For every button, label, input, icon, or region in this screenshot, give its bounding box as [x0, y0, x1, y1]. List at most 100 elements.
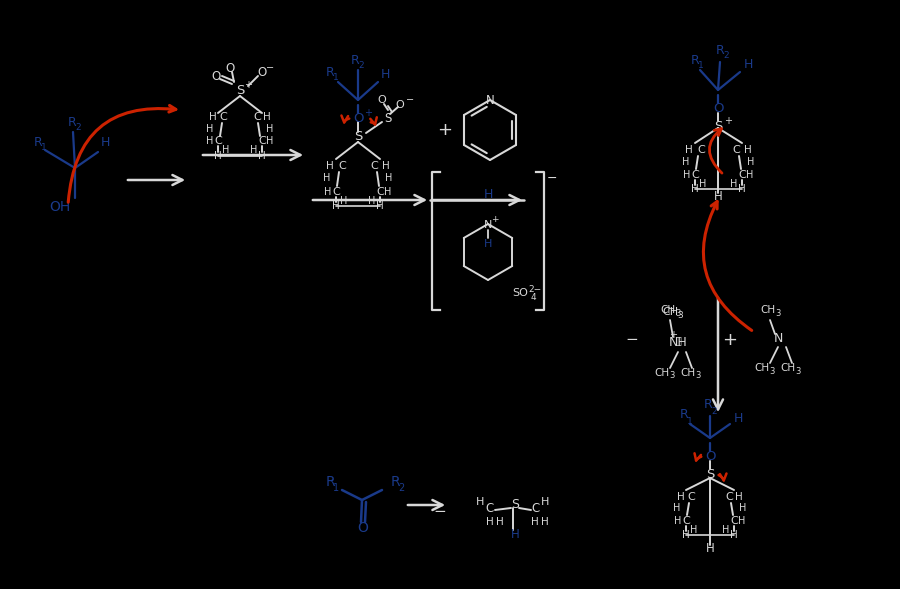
Text: H: H [324, 187, 332, 197]
Text: H: H [100, 137, 110, 150]
Text: CH: CH [780, 363, 796, 373]
Text: ⨮: ⨮ [675, 335, 681, 345]
Text: R: R [351, 54, 359, 67]
Text: H: H [266, 136, 274, 146]
Text: C: C [486, 501, 494, 515]
Text: H: H [258, 151, 265, 161]
Text: +: + [669, 330, 677, 340]
Text: −: − [266, 63, 274, 73]
Text: 1: 1 [687, 416, 693, 425]
Text: O: O [396, 100, 404, 110]
Text: H: H [206, 136, 213, 146]
Text: H: H [743, 58, 752, 71]
Text: −: − [434, 505, 446, 519]
Text: H: H [381, 68, 390, 81]
Text: H: H [209, 112, 217, 122]
Text: C: C [738, 170, 746, 180]
Text: 4: 4 [530, 293, 536, 302]
Text: CH: CH [661, 305, 676, 315]
Text: 3: 3 [670, 372, 675, 380]
Text: R: R [33, 135, 42, 148]
Text: O: O [705, 449, 716, 462]
Text: 2−: 2− [528, 284, 542, 293]
Text: H: H [673, 503, 680, 513]
Text: H: H [685, 145, 693, 155]
Text: 1: 1 [333, 483, 339, 493]
Text: C: C [531, 501, 539, 515]
Text: R: R [704, 399, 713, 412]
Text: H: H [706, 541, 715, 554]
Text: H: H [682, 530, 690, 540]
Text: CH: CH [662, 307, 678, 317]
Text: C: C [691, 170, 699, 180]
Text: H: H [730, 530, 738, 540]
Text: O: O [378, 95, 386, 105]
Text: C: C [214, 136, 222, 146]
Text: S: S [236, 84, 244, 97]
Text: H: H [326, 161, 334, 171]
Text: C: C [682, 516, 690, 526]
Text: R: R [391, 475, 400, 489]
Text: C: C [376, 187, 384, 197]
Text: 2: 2 [76, 124, 81, 133]
Text: +: + [723, 331, 737, 349]
Text: H: H [496, 517, 504, 527]
Text: −: − [626, 333, 638, 348]
Text: H: H [739, 503, 747, 513]
Text: S: S [714, 120, 722, 133]
Text: H: H [699, 179, 707, 189]
Text: O: O [357, 521, 368, 535]
Text: S: S [706, 468, 715, 481]
Text: 1: 1 [41, 144, 47, 153]
Text: H: H [332, 201, 340, 211]
Text: 3: 3 [696, 372, 701, 380]
Text: 2: 2 [398, 483, 404, 493]
Text: CH: CH [760, 305, 776, 315]
Text: N: N [484, 220, 492, 230]
Text: H: H [384, 187, 392, 197]
Text: H: H [677, 492, 685, 502]
Text: H: H [222, 145, 230, 155]
Text: O: O [713, 101, 724, 114]
Text: C: C [730, 516, 738, 526]
Text: OH: OH [50, 200, 70, 214]
Text: N: N [486, 94, 494, 108]
Text: O: O [257, 65, 266, 78]
Text: C: C [258, 136, 265, 146]
Text: H: H [734, 412, 742, 425]
Text: −: − [547, 171, 557, 184]
Text: H: H [683, 170, 690, 180]
Text: +: + [437, 121, 453, 139]
Text: H: H [747, 157, 755, 167]
Text: H: H [735, 492, 742, 502]
Text: 3: 3 [677, 310, 683, 319]
Text: H: H [730, 179, 738, 189]
Text: 2: 2 [724, 51, 729, 61]
Text: O: O [225, 61, 235, 74]
Text: H: H [385, 173, 392, 183]
Text: CH: CH [754, 363, 770, 373]
Text: 3: 3 [770, 366, 775, 376]
Text: −: − [406, 95, 414, 105]
Text: H: H [738, 516, 746, 526]
Text: O: O [212, 70, 220, 82]
Text: H: H [250, 145, 257, 155]
Text: H: H [206, 124, 213, 134]
Text: S: S [511, 498, 519, 511]
Text: R: R [68, 115, 76, 128]
Text: H: H [376, 201, 384, 211]
Text: C: C [219, 112, 227, 122]
Text: +: + [244, 80, 252, 90]
Text: H: H [368, 196, 375, 206]
Text: NH: NH [669, 336, 688, 349]
Text: 2: 2 [358, 61, 364, 71]
Text: R: R [716, 44, 724, 57]
Text: SO: SO [512, 288, 528, 298]
Text: H: H [263, 112, 271, 122]
Text: H: H [531, 517, 539, 527]
Text: R: R [326, 65, 335, 78]
Text: H: H [541, 517, 549, 527]
Text: H: H [682, 157, 689, 167]
Text: R: R [690, 54, 699, 67]
Text: H: H [723, 525, 730, 535]
